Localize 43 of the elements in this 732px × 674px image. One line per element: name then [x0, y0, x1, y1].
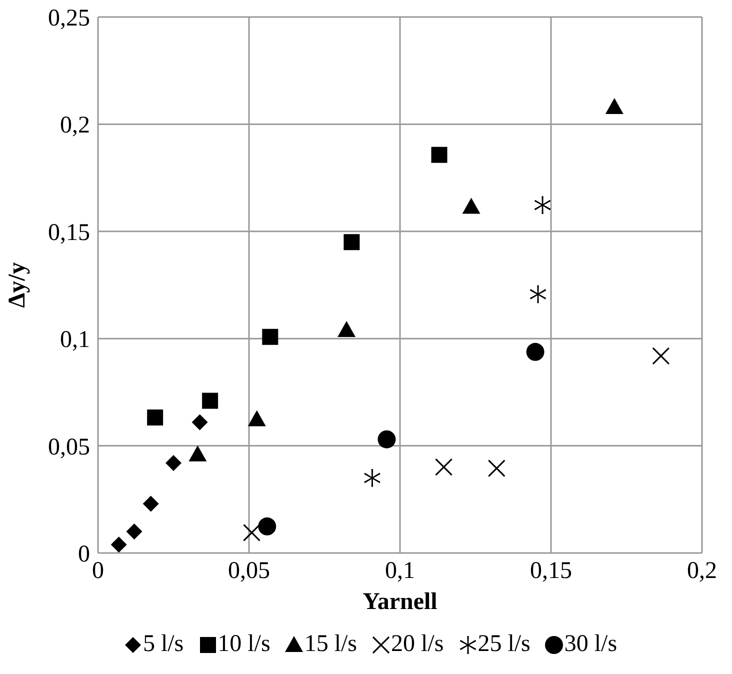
x-tick-label: 0,15: [530, 558, 572, 584]
point: [242, 524, 261, 542]
y-tick-label: 0: [78, 542, 90, 568]
point: [248, 410, 266, 426]
point: [192, 414, 208, 430]
point: [364, 468, 380, 487]
point: [526, 342, 544, 361]
x-tick-label: 0,05: [228, 558, 270, 584]
point: [652, 347, 670, 365]
legend-label: 20 l/s: [391, 631, 444, 658]
point: [434, 458, 453, 476]
point: [534, 196, 551, 214]
legend-label: 30 l/s: [564, 631, 618, 658]
y-axis-title: Δy/y: [4, 262, 31, 308]
y-tick-label: 0,1: [60, 327, 90, 354]
point: [126, 524, 142, 540]
point: [110, 536, 127, 553]
point: [605, 98, 624, 114]
point: [142, 496, 159, 512]
legend-label: 10 l/s: [218, 631, 270, 658]
legend-label: 15 l/s: [304, 631, 357, 658]
point: [147, 410, 164, 426]
legend-label: 25 l/s: [478, 631, 530, 658]
legend-label: 5 l/s: [142, 631, 184, 658]
x-tick-label: 0,1: [385, 558, 415, 584]
y-tick-label: 0,05: [48, 434, 90, 460]
point: [338, 321, 356, 338]
point: [378, 430, 396, 448]
point: [258, 517, 276, 536]
point: [344, 234, 360, 250]
point: [488, 460, 506, 478]
x-axis-title: Yarnell: [362, 589, 438, 615]
point: [202, 392, 218, 409]
point: [166, 454, 182, 471]
point: [462, 198, 480, 214]
point: [530, 285, 546, 304]
y-tick-label: 0,2: [60, 112, 90, 139]
point: [431, 146, 448, 163]
y-tick-label: 0,15: [48, 220, 90, 246]
point: [188, 445, 207, 462]
y-tick-label: 0,25: [48, 6, 90, 32]
point: [262, 328, 278, 345]
x-tick-label: 0,2: [687, 558, 717, 584]
